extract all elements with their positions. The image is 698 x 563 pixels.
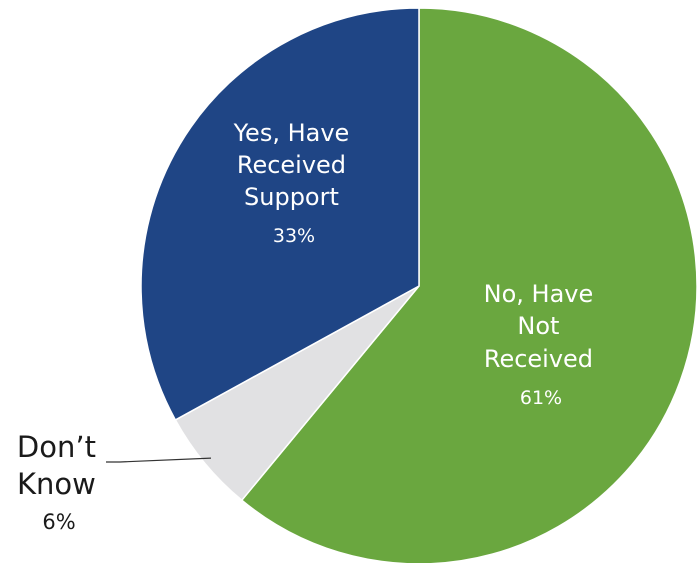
label-dont-know-line-2: Know	[17, 467, 96, 501]
leader-lines	[106, 457, 212, 463]
label-yes-line-2: Received	[237, 151, 346, 179]
leader-line-dont-know	[106, 457, 212, 463]
label-no-percent: 61%	[520, 387, 562, 409]
slice-no-have-not-received	[240, 7, 698, 563]
label-yes-line-3: Support	[244, 183, 339, 211]
label-no-line-3: Received	[484, 345, 593, 373]
label-yes-percent: 33%	[273, 225, 315, 247]
label-dont-know-percent: 6%	[42, 510, 75, 534]
slice-labels: No, Have Not Received 61% Yes, Have Rece…	[17, 119, 599, 534]
slice-yes-have-received-support	[140, 7, 420, 421]
label-no-line-2: Not	[517, 312, 559, 340]
label-yes-have-received-support: Yes, Have Received Support 33%	[233, 119, 355, 247]
label-no-line-1: No, Have	[484, 280, 594, 308]
label-yes-line-1: Yes, Have	[233, 119, 350, 147]
label-dont-know-line-1: Don’t	[17, 430, 96, 464]
label-dont-know: Don’t Know 6%	[17, 430, 101, 534]
pie-slices	[140, 7, 698, 563]
label-no-have-not-received: No, Have Not Received 61%	[484, 280, 599, 409]
